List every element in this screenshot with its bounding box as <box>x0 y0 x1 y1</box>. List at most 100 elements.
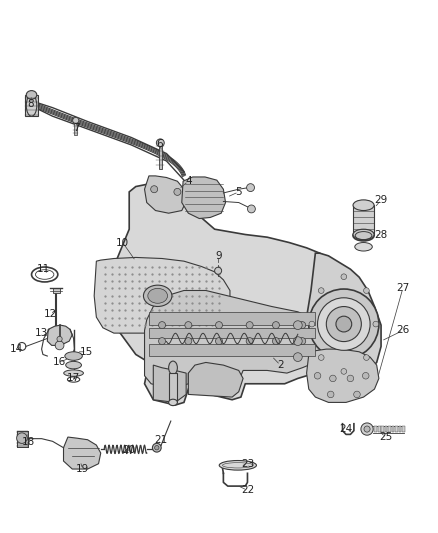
Bar <box>389 426 391 432</box>
Polygon shape <box>47 325 72 345</box>
Polygon shape <box>112 184 357 405</box>
Circle shape <box>341 368 347 374</box>
Bar <box>378 426 381 432</box>
Ellipse shape <box>355 243 372 251</box>
Text: 29: 29 <box>374 195 388 205</box>
Polygon shape <box>304 253 381 378</box>
Bar <box>17 433 28 435</box>
Bar <box>17 437 28 439</box>
Ellipse shape <box>353 200 374 211</box>
Ellipse shape <box>65 352 82 360</box>
Circle shape <box>299 321 306 329</box>
Polygon shape <box>149 328 315 338</box>
Circle shape <box>185 337 192 345</box>
Circle shape <box>272 321 279 329</box>
Circle shape <box>159 321 166 329</box>
Bar <box>381 426 384 432</box>
Ellipse shape <box>148 288 167 303</box>
Circle shape <box>215 267 222 274</box>
Text: 13: 13 <box>35 328 48 338</box>
Polygon shape <box>182 177 226 219</box>
Ellipse shape <box>219 461 257 470</box>
Circle shape <box>314 373 321 379</box>
Circle shape <box>361 423 373 435</box>
Circle shape <box>246 337 253 345</box>
Bar <box>399 426 401 432</box>
Circle shape <box>326 306 361 342</box>
Circle shape <box>309 321 314 327</box>
Text: 20: 20 <box>123 446 136 455</box>
Text: 27: 27 <box>396 283 410 293</box>
Bar <box>169 373 177 402</box>
Text: 24: 24 <box>339 424 353 434</box>
Circle shape <box>293 337 302 345</box>
Circle shape <box>215 337 223 345</box>
Circle shape <box>156 139 164 147</box>
Text: 17: 17 <box>67 374 80 383</box>
Circle shape <box>353 391 360 398</box>
Circle shape <box>73 117 79 124</box>
Text: 8: 8 <box>27 99 34 109</box>
Circle shape <box>309 289 379 359</box>
Ellipse shape <box>353 229 374 240</box>
Bar <box>159 144 162 169</box>
Text: 2: 2 <box>277 360 284 370</box>
Circle shape <box>155 446 159 450</box>
Polygon shape <box>188 362 243 397</box>
Circle shape <box>318 354 324 360</box>
Bar <box>17 439 28 441</box>
Polygon shape <box>145 290 328 389</box>
Circle shape <box>247 184 254 191</box>
Text: 19: 19 <box>76 464 89 474</box>
Ellipse shape <box>143 285 172 306</box>
Circle shape <box>215 321 223 329</box>
Text: 10: 10 <box>116 238 129 247</box>
Circle shape <box>247 205 255 213</box>
Text: 15: 15 <box>80 347 93 357</box>
Text: 18: 18 <box>22 438 35 447</box>
Ellipse shape <box>26 91 37 99</box>
Ellipse shape <box>66 361 81 369</box>
Polygon shape <box>149 344 315 356</box>
Circle shape <box>17 433 27 443</box>
Text: 6: 6 <box>156 139 163 149</box>
Ellipse shape <box>26 95 37 116</box>
Circle shape <box>318 298 370 350</box>
Circle shape <box>347 375 354 382</box>
Circle shape <box>57 336 62 342</box>
Circle shape <box>272 337 279 345</box>
Text: 7: 7 <box>73 123 80 133</box>
Text: 21: 21 <box>155 435 168 445</box>
Ellipse shape <box>169 399 177 406</box>
Text: 11: 11 <box>37 264 50 274</box>
Bar <box>385 426 388 432</box>
Polygon shape <box>153 365 186 402</box>
Polygon shape <box>94 257 230 333</box>
Bar <box>395 426 398 432</box>
Ellipse shape <box>64 370 83 376</box>
Polygon shape <box>149 312 315 325</box>
Circle shape <box>364 288 369 294</box>
Bar <box>17 442 28 445</box>
Circle shape <box>174 188 181 196</box>
Text: 4: 4 <box>185 176 192 186</box>
Bar <box>74 122 77 135</box>
Text: 16: 16 <box>53 358 66 367</box>
Text: 14: 14 <box>10 344 23 354</box>
Bar <box>53 288 60 293</box>
Text: 9: 9 <box>215 251 223 261</box>
Polygon shape <box>307 349 379 402</box>
Circle shape <box>151 185 158 193</box>
Polygon shape <box>64 437 101 469</box>
Text: 26: 26 <box>396 326 410 335</box>
Text: 28: 28 <box>374 230 388 239</box>
Circle shape <box>329 375 336 382</box>
Bar <box>353 205 374 235</box>
Bar <box>402 426 405 432</box>
Circle shape <box>341 274 347 280</box>
Text: 22: 22 <box>241 486 254 495</box>
Ellipse shape <box>169 361 177 374</box>
Circle shape <box>336 316 352 332</box>
Text: 25: 25 <box>379 432 392 442</box>
Circle shape <box>373 321 378 327</box>
